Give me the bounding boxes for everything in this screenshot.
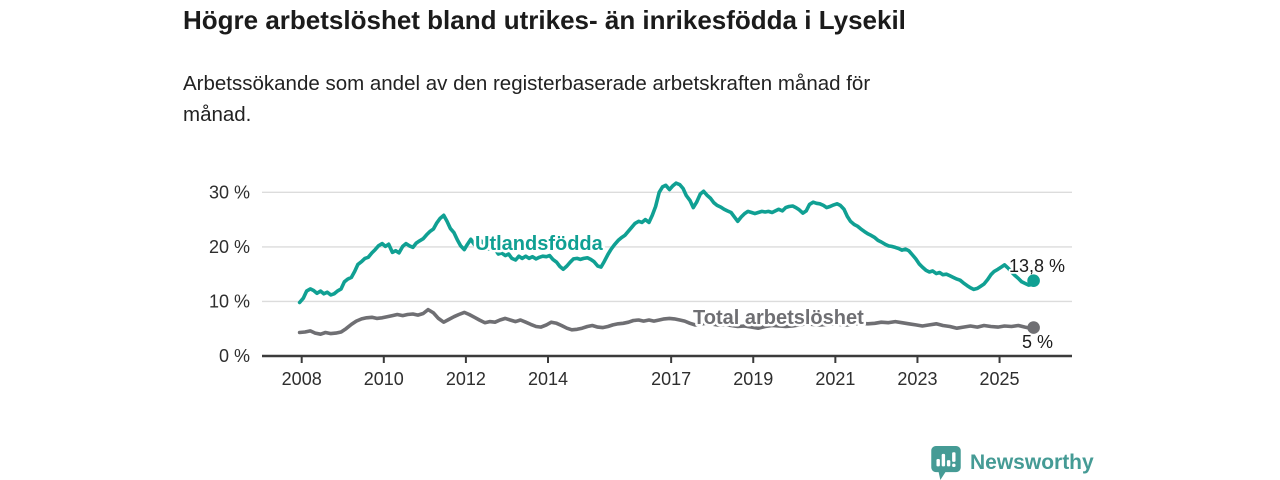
x-axis-tick-label: 2021 (815, 369, 855, 389)
x-axis-tick-label: 2019 (733, 369, 773, 389)
chart-subtitle: Arbetssökande som andel av den registerb… (183, 68, 870, 130)
line-chart: 0 % 10 % 20 % 30 % 2008 2010 2012 2014 2017 2019… (180, 165, 1120, 400)
x-axis-tick-label: 2008 (282, 369, 322, 389)
y-axis-tick-label: 30 % (209, 182, 250, 202)
y-axis-tick-label: 10 % (209, 291, 250, 311)
page-title: Högre arbetslöshet bland utrikes- än inr… (183, 5, 906, 35)
series-label-total-arbetsloshet: Total arbetslöshet (693, 307, 864, 329)
series-end-dot-0 (1027, 274, 1040, 287)
series-line-layer (297, 181, 1036, 336)
x-axis-tick-label: 2010 (364, 369, 404, 389)
unemployment-line-chart-svg: 0 % 10 % 20 % 30 % 2008 2010 2012 2014 2017 2019… (209, 181, 1072, 389)
newsworthy-logo[interactable]: Newsworthy (931, 446, 1094, 480)
series-end-dot-1 (1027, 321, 1040, 334)
logo-bar-chart-glyph (936, 452, 956, 467)
newsworthy-wordmark: Newsworthy (970, 451, 1094, 474)
end-value-label-total: 5 % (1022, 332, 1053, 352)
axis-layer: 2008 2010 2012 2014 2017 2019 2021 2023 2025 (262, 354, 1072, 389)
newsworthy-logo-icon (931, 446, 961, 480)
x-axis-tick-label: 2012 (446, 369, 486, 389)
y-axis-tick-label: 20 % (209, 237, 250, 257)
x-axis-tick-label: 2014 (528, 369, 568, 389)
chart-subtitle-line-2: månad. (183, 103, 252, 126)
gridline-layer: 0 % 10 % 20 % 30 % (209, 182, 1072, 366)
annotation-layer: Utlandsfödda Total arbetslöshet 13,8 % 5… (473, 231, 1067, 354)
x-axis-tick-label: 2025 (980, 369, 1020, 389)
chart-subtitle-line-1: Arbetssökande som andel av den registerb… (183, 72, 871, 95)
series-line-0 (297, 181, 1036, 305)
end-value-label-utlandsfodda: 13,8 % (1009, 256, 1065, 276)
logo-bubble-shape (931, 446, 961, 480)
series-label-utlandsfodda: Utlandsfödda (475, 233, 604, 255)
series-line-1 (297, 307, 1036, 336)
x-axis-tick-label: 2017 (651, 369, 691, 389)
y-axis-tick-label: 0 % (219, 346, 250, 366)
end-dot-layer (1027, 274, 1040, 334)
x-axis-tick-label: 2023 (897, 369, 937, 389)
